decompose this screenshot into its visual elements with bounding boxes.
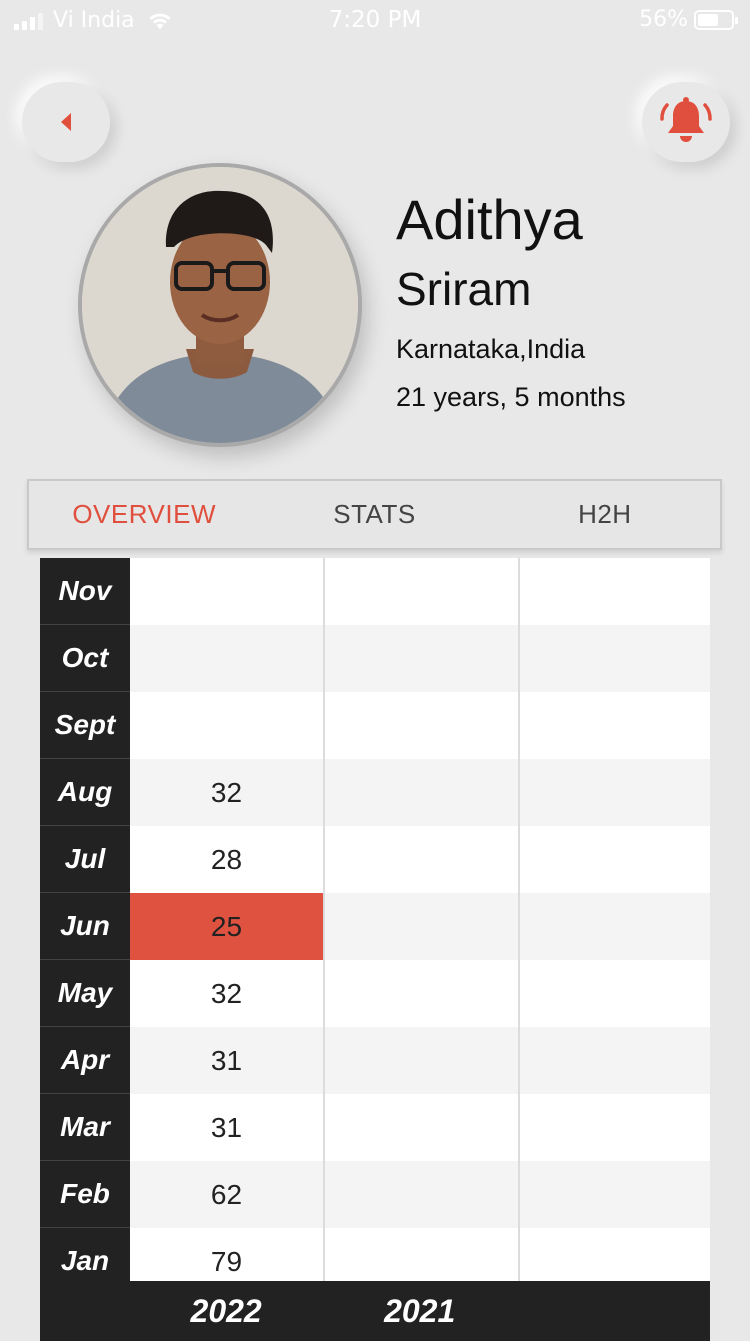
month-label: Sept (40, 692, 130, 759)
signal-icon (14, 12, 43, 30)
wifi-icon (149, 13, 171, 29)
table-cell (520, 1161, 710, 1228)
table-cell (520, 1094, 710, 1161)
year-label[interactable]: 2022 (190, 1292, 262, 1329)
table-row: May 32 (40, 960, 710, 1027)
avatar (78, 163, 362, 447)
table-cell (325, 1027, 520, 1094)
profile-last-name: Sriram (396, 263, 532, 315)
tab-overview[interactable]: OVERVIEW (72, 499, 216, 529)
profile-location: Karnataka,India (396, 334, 586, 364)
table-cell (325, 960, 520, 1027)
table-cell: 62 (130, 1161, 325, 1228)
status-time: 7:20 PM (328, 7, 422, 33)
table-cell (325, 692, 520, 759)
back-button[interactable] (22, 82, 110, 162)
table-cell: 31 (130, 1027, 325, 1094)
table-row: Aug 32 (40, 759, 710, 826)
table-rows: Nov Oct Sept Aug 32 Jul 28 (40, 558, 710, 1295)
table-row: Mar 31 (40, 1094, 710, 1161)
table-row: Nov (40, 558, 710, 625)
table-cell (325, 625, 520, 692)
table-row: Sept (40, 692, 710, 759)
month-label: Aug (40, 759, 130, 826)
tab-h2h[interactable]: H2H (578, 499, 632, 529)
month-label: Oct (40, 625, 130, 692)
year-header-row: 2022 2021 (40, 1281, 710, 1341)
table-cell-highlighted: 25 (130, 893, 325, 960)
table-cell: 32 (130, 759, 325, 826)
month-label: Nov (40, 558, 130, 625)
month-label: Mar (40, 1094, 130, 1161)
table-cell (325, 759, 520, 826)
month-label: May (40, 960, 130, 1027)
table-cell (130, 692, 325, 759)
status-right: 56% (639, 7, 738, 32)
month-label: Feb (40, 1161, 130, 1228)
table-cell (520, 826, 710, 893)
table-cell (130, 625, 325, 692)
bell-icon (660, 97, 712, 142)
month-label: Apr (40, 1027, 130, 1094)
table-cell (520, 893, 710, 960)
tab-bar: OVERVIEW STATS H2H (27, 479, 722, 550)
avatar-photo (82, 167, 358, 443)
month-label: Jul (40, 826, 130, 893)
table-cell (520, 625, 710, 692)
battery-icon (694, 9, 738, 30)
profile-first-name: Adithya (396, 188, 583, 251)
table-cell (520, 960, 710, 1027)
table-cell (325, 1161, 520, 1228)
table-cell (325, 893, 520, 960)
battery-percent: 56% (639, 7, 688, 32)
table-row: Jul 28 (40, 826, 710, 893)
year-label[interactable] (516, 1281, 710, 1341)
status-left: Vi India (14, 8, 175, 33)
table-row: Feb 62 (40, 1161, 710, 1228)
table-row: Oct (40, 625, 710, 692)
table-cell (520, 558, 710, 625)
caret-left-icon (61, 113, 71, 131)
carrier-label: Vi India (53, 8, 135, 33)
table-row: Jun 25 (40, 893, 710, 960)
profile-age: 21 years, 5 months (396, 382, 626, 412)
month-label: Jun (40, 893, 130, 960)
ranking-table: Nov Oct Sept Aug 32 Jul 28 (40, 558, 710, 1341)
table-cell: 28 (130, 826, 325, 893)
notification-bell-button[interactable] (642, 82, 730, 162)
tab-stats[interactable]: STATS (333, 499, 416, 529)
table-cell: 31 (130, 1094, 325, 1161)
table-cell: 32 (130, 960, 325, 1027)
year-label[interactable]: 2021 (384, 1292, 456, 1329)
table-cell (325, 826, 520, 893)
table-cell (325, 1094, 520, 1161)
table-row: Apr 31 (40, 1027, 710, 1094)
table-cell (520, 759, 710, 826)
table-cell (520, 1027, 710, 1094)
table-cell (520, 692, 710, 759)
status-bar: Vi India 7:20 PM 56% (0, 0, 750, 40)
table-cell (130, 558, 325, 625)
table-cell (325, 558, 520, 625)
